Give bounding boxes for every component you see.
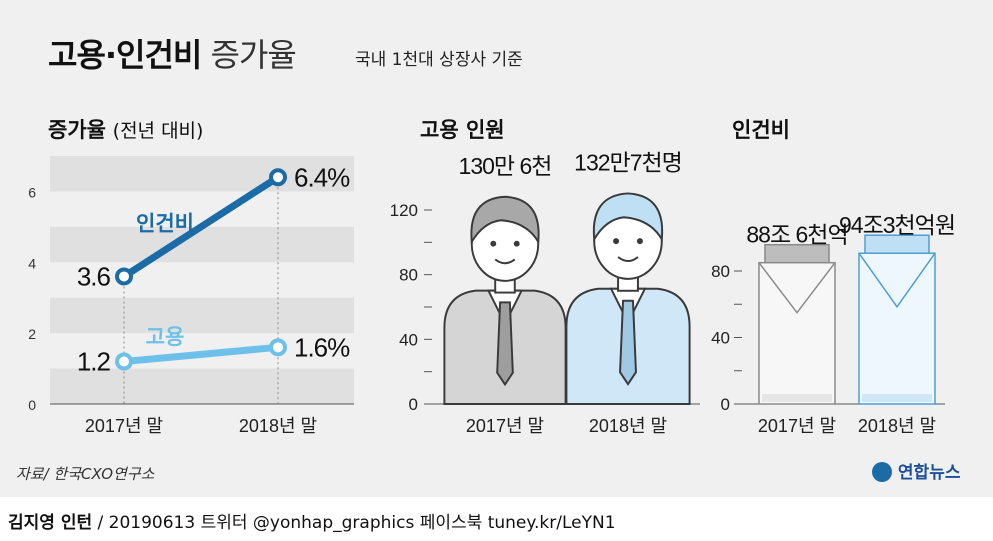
series-line-labor-cost — [120, 173, 282, 280]
labor-cost-x-tick-label: 2018년 말 — [858, 416, 936, 436]
line-chart-title-main: 증가율 — [48, 118, 106, 142]
person-tie — [496, 301, 514, 387]
employment-y-tick-label: 120 — [390, 201, 418, 220]
person-hair — [470, 195, 540, 245]
series-data-label: 1.2 — [77, 346, 111, 376]
envelope-base — [862, 394, 932, 402]
person-icon — [443, 195, 567, 405]
series-name-label: 고용 — [146, 326, 185, 349]
line-chart-title: 증가율 (전년 대비) — [48, 114, 203, 144]
line-chart-y-tick-label: 0 — [28, 397, 36, 413]
series-point — [115, 267, 133, 286]
employment-y-tick-label: 0 — [409, 395, 418, 414]
person-hair — [592, 192, 664, 243]
yonhap-logo-text: 연합뉴스 — [897, 463, 961, 483]
person-tie — [619, 299, 637, 386]
line-chart-title-note: (전년 대비) — [112, 120, 204, 142]
envelope-base — [762, 394, 832, 402]
envelope-body — [858, 252, 936, 405]
infographic-panel: 고용·인건비 증가율 국내 1천대 상장사 기준 증가율 (전년 대비) 고용 … — [0, 0, 993, 497]
footer: 김지영 인턴 / 20190613 트위터 @yonhap_graphics 페… — [0, 497, 993, 541]
series-data-label: 1.6% — [294, 332, 350, 362]
person-eye — [490, 240, 497, 247]
person-mouth — [494, 258, 516, 265]
title-bold: 고용·인건비 — [48, 36, 202, 74]
labor-cost-x-tick-label: 2017년 말 — [758, 416, 836, 436]
line-chart-band — [50, 297, 354, 334]
labor-cost-y-tick-label: 40 — [711, 329, 730, 348]
person-eye — [636, 238, 643, 245]
labor-cost-chart-title: 인건비 — [732, 118, 790, 142]
line-chart-band — [50, 156, 354, 192]
person-eye — [613, 238, 620, 245]
envelope-flap — [758, 262, 836, 314]
series-point — [269, 338, 287, 357]
person-icon — [565, 192, 691, 405]
employment-chart-title: 고용 인원 — [420, 118, 505, 142]
series-data-label: 6.4% — [294, 162, 350, 192]
employment-x-tick-label: 2018년 말 — [589, 416, 667, 436]
envelope-icon — [758, 243, 836, 405]
labor-cost-value-label: 88조 6천억 — [746, 222, 847, 248]
footer-author: 김지영 인턴 — [8, 513, 93, 533]
person-eye — [513, 240, 520, 247]
series-point — [269, 168, 287, 187]
employment-y-tick-label: 40 — [399, 330, 418, 349]
labor-cost-y-tick-label: 80 — [711, 262, 730, 281]
envelope-icon — [858, 234, 936, 405]
line-chart-x-tick-label: 2017년 말 — [85, 416, 163, 436]
subtitle: 국내 1천대 상장사 기준 — [355, 50, 523, 70]
employment-value-label: 132만7천명 — [574, 149, 682, 175]
line-chart-x-tick-label: 2018년 말 — [239, 416, 317, 436]
labor-cost-value-label: 94조3천억원 — [839, 212, 955, 238]
series-point — [115, 352, 133, 371]
yonhap-logo-icon — [872, 462, 892, 482]
employment-value-label: 130만 6천 — [459, 153, 552, 179]
page-title: 고용·인건비 증가율 — [48, 30, 297, 76]
yonhap-logo: 연합뉴스 — [872, 458, 960, 483]
person-mouth — [617, 256, 639, 262]
envelope-body — [758, 261, 836, 405]
charts-canvas: 0 2 4 6 2017년 말 2018년 말 3.6 6.4% 인건비 1.2 1.6% 고용 0 40… — [28, 149, 956, 436]
line-chart-y-tick-label: 4 — [28, 255, 36, 271]
series-line-employment — [120, 343, 282, 365]
title-light: 증가율 — [210, 36, 297, 74]
line-chart-y-tick-label: 2 — [28, 326, 36, 342]
line-chart-y-tick-label: 6 — [28, 184, 36, 200]
line-chart-band — [50, 226, 354, 263]
source-note: 자료/ 한국CXO연구소 — [16, 465, 155, 483]
line-chart-band — [50, 368, 354, 404]
series-data-label: 3.6 — [77, 261, 111, 291]
employment-x-tick-label: 2017년 말 — [466, 416, 544, 436]
employment-y-tick-label: 80 — [399, 266, 418, 285]
footer-text: / 20190613 트위터 @yonhap_graphics 페이스북 tun… — [92, 513, 616, 533]
footer-credit: 김지영 인턴 / 20190613 트위터 @yonhap_graphics 페… — [8, 508, 616, 533]
envelope-flap — [858, 252, 936, 309]
labor-cost-y-tick-label: 0 — [721, 395, 730, 414]
series-name-label: 인건비 — [136, 212, 194, 235]
